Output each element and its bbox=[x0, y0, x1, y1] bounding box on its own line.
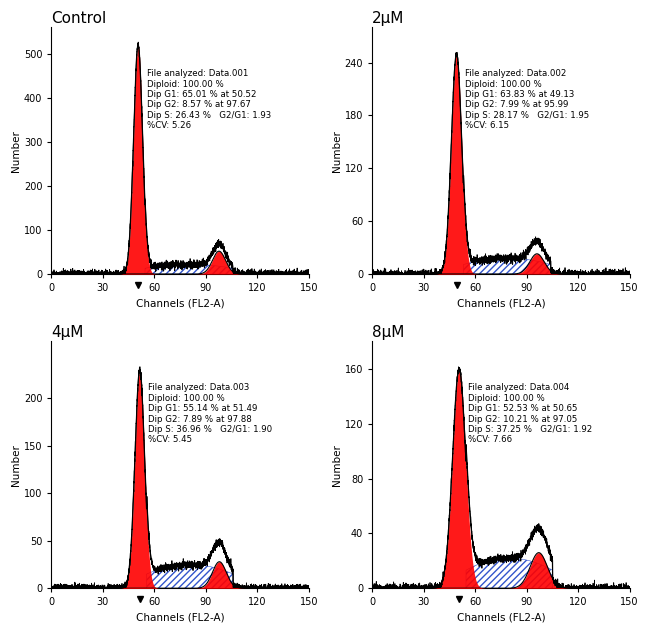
Text: 8μM: 8μM bbox=[372, 325, 404, 340]
Y-axis label: Number: Number bbox=[11, 130, 21, 172]
X-axis label: Channels (FL2-A): Channels (FL2-A) bbox=[457, 613, 545, 623]
X-axis label: Channels (FL2-A): Channels (FL2-A) bbox=[136, 299, 224, 309]
Text: Control: Control bbox=[51, 11, 107, 26]
X-axis label: Channels (FL2-A): Channels (FL2-A) bbox=[457, 299, 545, 309]
Text: File analyzed: Data.001
Diploid: 100.00 %
Dip G1: 65.01 % at 50.52
Dip G2: 8.57 : File analyzed: Data.001 Diploid: 100.00 … bbox=[147, 69, 271, 130]
Text: File analyzed: Data.003
Diploid: 100.00 %
Dip G1: 55.14 % at 51.49
Dip G2: 7.89 : File analyzed: Data.003 Diploid: 100.00 … bbox=[148, 384, 272, 444]
Text: File analyzed: Data.002
Diploid: 100.00 %
Dip G1: 63.83 % at 49.13
Dip G2: 7.99 : File analyzed: Data.002 Diploid: 100.00 … bbox=[465, 69, 590, 130]
Text: 2μM: 2μM bbox=[372, 11, 404, 26]
Y-axis label: Number: Number bbox=[11, 444, 21, 486]
Text: 4μM: 4μM bbox=[51, 325, 84, 340]
Text: File analyzed: Data.004
Diploid: 100.00 %
Dip G1: 52.53 % at 50.65
Dip G2: 10.21: File analyzed: Data.004 Diploid: 100.00 … bbox=[468, 384, 592, 444]
X-axis label: Channels (FL2-A): Channels (FL2-A) bbox=[136, 613, 224, 623]
Y-axis label: Number: Number bbox=[332, 444, 342, 486]
Y-axis label: Number: Number bbox=[332, 130, 342, 172]
